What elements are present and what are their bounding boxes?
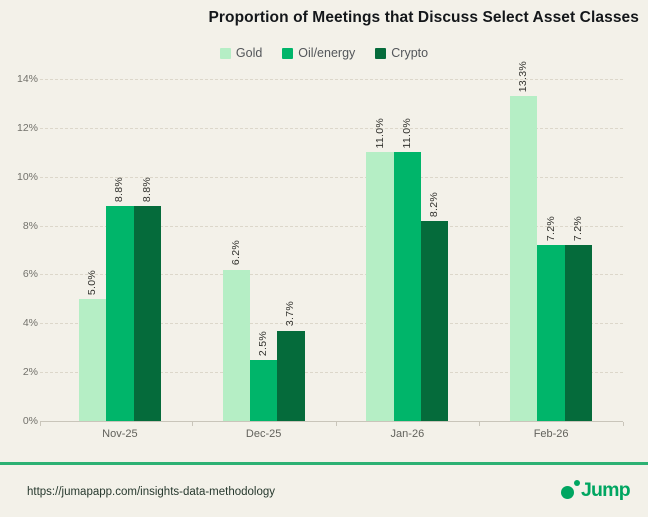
chart-title: Proportion of Meetings that Discuss Sele… <box>208 9 639 26</box>
legend-item-0: Gold <box>219 46 263 60</box>
bar-feb-26-gold <box>510 96 538 421</box>
gridline <box>40 127 623 129</box>
x-axis-category-label: Jan-26 <box>390 428 425 440</box>
legend-item-label: Crypto <box>391 46 429 60</box>
bar-feb-26-crypto <box>564 245 593 421</box>
bar-jan-26-oil-energy <box>393 152 422 421</box>
bar-dec-25-crypto <box>277 330 305 421</box>
legend: Gold Oil/energy Crypto <box>0 46 648 60</box>
footer-divider <box>0 462 648 465</box>
x-axis-tick <box>335 422 337 426</box>
legend-item-2: Crypto <box>375 46 428 60</box>
x-axis-tick <box>623 422 624 426</box>
gridline <box>40 225 623 227</box>
y-axis-tick-label: 12% <box>16 121 38 134</box>
bar-jan-26-gold <box>366 152 394 421</box>
logo-text: Jump <box>581 479 631 501</box>
bar-value-label: 6.2% <box>229 240 242 266</box>
gridline <box>40 79 623 80</box>
bar-value-label: 8.8% <box>113 176 126 203</box>
x-axis-category-label: Dec-25 <box>245 428 282 440</box>
bar-feb-26-oil-energy <box>537 245 565 421</box>
bar-value-label: 11.0% <box>400 117 413 149</box>
bar-value-label: 13.3% <box>517 60 530 93</box>
logo-dot-icon <box>561 486 574 499</box>
y-axis-tick-label: 0% <box>22 415 38 427</box>
bar-value-label: 7.2% <box>544 215 557 242</box>
y-axis-tick-label: 8% <box>22 219 38 232</box>
y-axis-tick-label: 4% <box>22 317 38 330</box>
bar-value-label: 7.2% <box>571 215 584 242</box>
gridline <box>40 176 623 178</box>
gridline <box>40 274 623 276</box>
legend-swatch-icon <box>375 47 387 59</box>
y-axis-tick-label: 10% <box>16 170 38 183</box>
bar-dec-25-gold <box>222 269 250 421</box>
bar-nov-25-crypto <box>133 206 161 421</box>
bar-value-label: 11.0% <box>373 117 386 149</box>
x-axis-line <box>40 421 623 422</box>
gridline <box>40 323 623 325</box>
y-axis-tick-label: 14% <box>16 73 38 85</box>
bar-nov-25-gold <box>78 298 107 421</box>
legend-item-label: Gold <box>235 46 263 60</box>
bar-value-label: 2.5% <box>257 330 270 356</box>
jump-logo: Jump <box>561 477 631 507</box>
gridline <box>40 372 623 374</box>
logo-small-dot-icon <box>574 480 580 486</box>
legend-swatch-icon <box>219 47 231 59</box>
x-axis-category-label: Nov-25 <box>102 428 138 440</box>
bar-dec-25-oil-energy <box>249 359 278 421</box>
bar-value-label: 8.2% <box>428 191 441 217</box>
legend-item-label: Oil/energy <box>298 46 356 60</box>
methodology-link[interactable]: https://jumapapp.com/insights-data-metho… <box>27 486 276 498</box>
x-axis-category-label: Feb-26 <box>533 428 569 440</box>
bar-value-label: 5.0% <box>86 269 99 295</box>
legend-swatch-icon <box>282 47 294 59</box>
x-axis-tick <box>40 422 41 426</box>
y-axis-tick-label: 6% <box>22 268 38 281</box>
x-axis-tick <box>191 422 193 426</box>
y-axis-tick-label: 2% <box>22 366 38 379</box>
bar-value-label: 3.7% <box>284 301 297 327</box>
bar-value-label: 8.8% <box>140 176 153 203</box>
bar-nov-25-oil-energy <box>106 206 134 421</box>
x-axis-tick <box>479 422 481 426</box>
legend-item-1: Oil/energy <box>282 46 355 60</box>
bar-jan-26-crypto <box>421 220 449 421</box>
